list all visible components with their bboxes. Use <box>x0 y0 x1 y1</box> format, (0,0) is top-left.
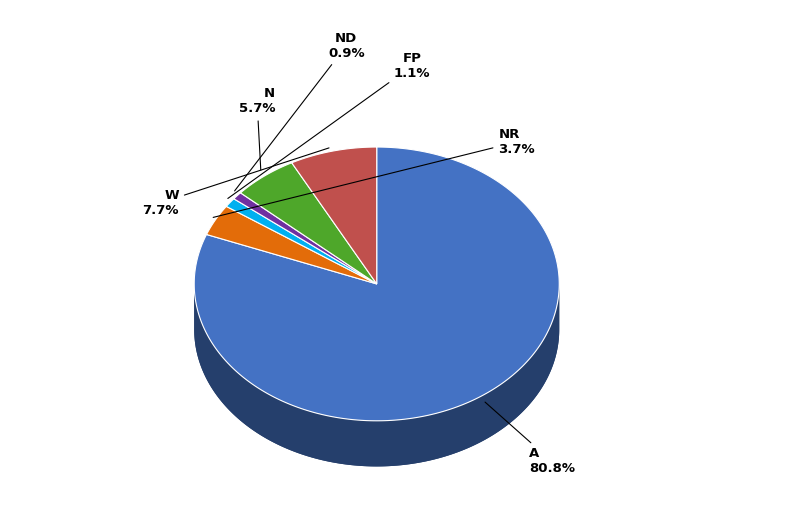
Polygon shape <box>291 147 376 284</box>
Polygon shape <box>206 206 376 284</box>
Text: W
7.7%: W 7.7% <box>142 148 329 217</box>
Polygon shape <box>241 163 376 284</box>
Polygon shape <box>233 193 376 284</box>
Polygon shape <box>195 147 559 421</box>
Polygon shape <box>195 283 559 466</box>
Text: N
5.7%: N 5.7% <box>239 87 276 170</box>
Polygon shape <box>226 199 376 284</box>
Text: ND
0.9%: ND 0.9% <box>234 31 364 191</box>
Text: A
80.8%: A 80.8% <box>485 402 575 476</box>
Text: NR
3.7%: NR 3.7% <box>213 128 535 218</box>
Text: FP
1.1%: FP 1.1% <box>228 52 430 198</box>
Polygon shape <box>195 284 559 466</box>
